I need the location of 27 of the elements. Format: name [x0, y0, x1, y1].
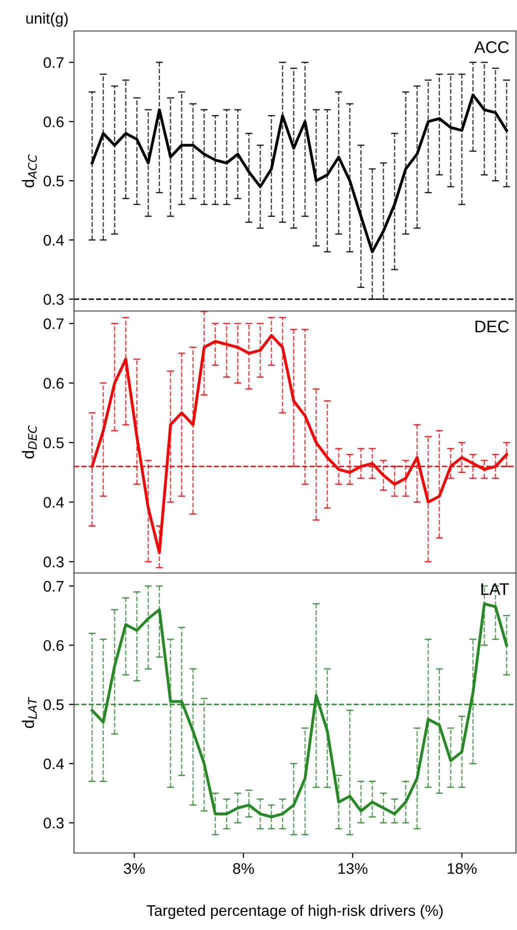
y-tick-label: 0.4: [44, 497, 64, 508]
x-axis-title: Targeted percentage of high-risk drivers (%): [146, 904, 443, 919]
y-tick-label: 0.5: [44, 437, 64, 448]
y-tick-label: 0.6: [44, 640, 64, 651]
y-tick-label: 0.3: [44, 294, 64, 305]
series-label: LAT: [481, 583, 509, 595]
y-tick-label: 0.3: [44, 818, 64, 828]
x-tick-label: 18%: [448, 863, 477, 874]
y-tick-label: 0.4: [44, 234, 64, 246]
y-tick-label: 0.6: [44, 378, 64, 389]
y-tick-label: 0.5: [44, 699, 64, 710]
y-tick-label: 0.7: [44, 580, 64, 592]
chart-title: unit(g): [26, 12, 68, 27]
y-axis-title: d$_{DEC}$: [22, 425, 37, 459]
x-tick-label: 8%: [233, 863, 254, 874]
text: ACC: [474, 41, 509, 54]
y-tick-label: 0.7: [44, 57, 64, 68]
y-axis-title: d$_{ACC}$: [22, 154, 37, 188]
y-tick-label: 0.6: [44, 116, 64, 128]
y-tick-label: 0.3: [44, 556, 64, 568]
y-axis-title: d$_{LAT}$: [22, 696, 37, 728]
y-tick-label: 0.7: [44, 318, 64, 330]
x-tick-label: 13%: [338, 863, 368, 874]
x-tick-label: 3%: [124, 863, 145, 874]
y-tick-label: 0.4: [44, 758, 64, 770]
y-tick-label: 0.5: [44, 176, 64, 186]
text: DEC: [476, 320, 509, 332]
